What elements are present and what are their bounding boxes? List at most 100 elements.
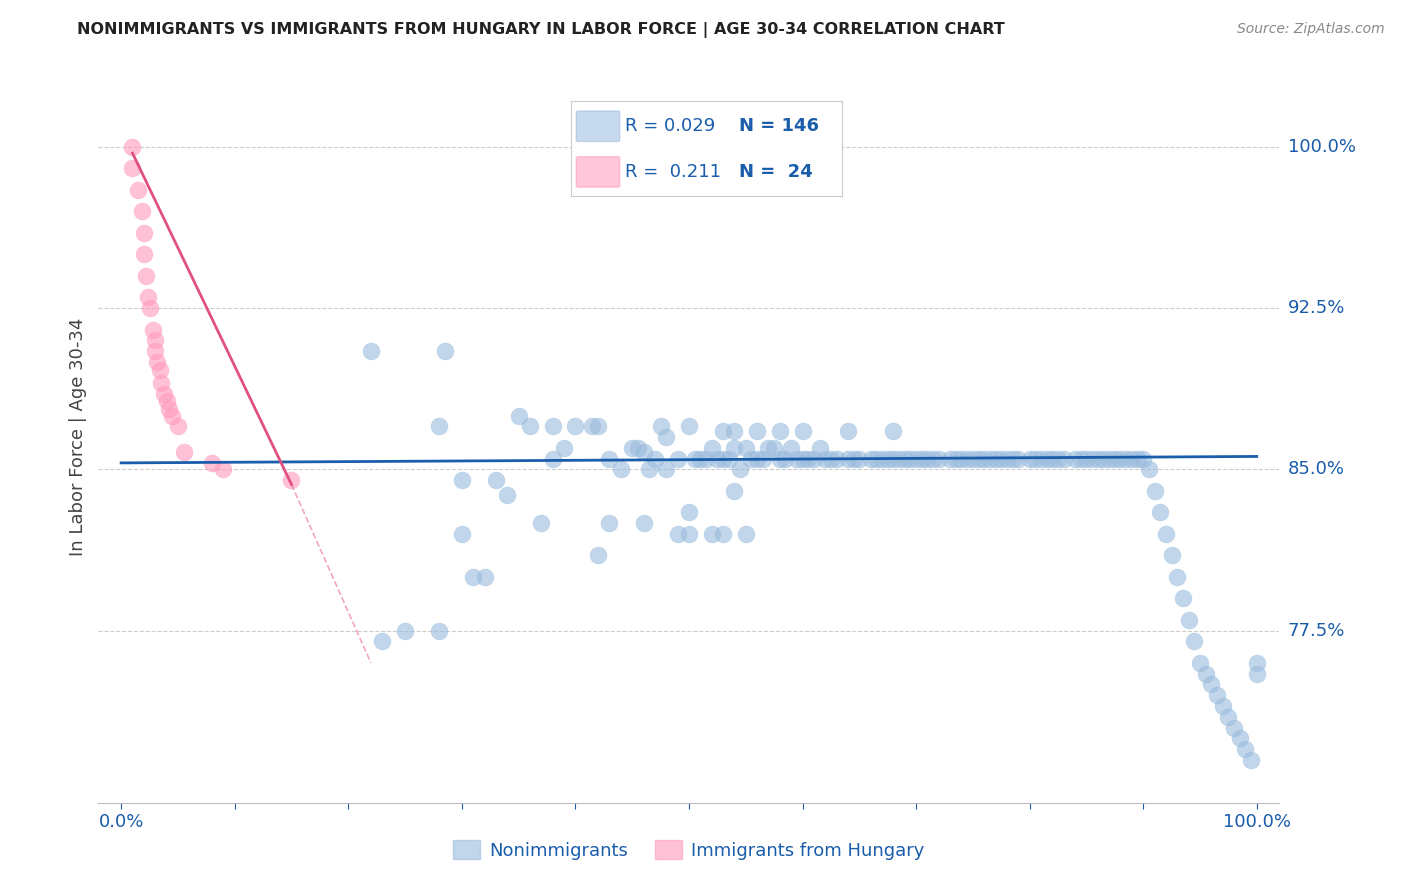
Point [1177, 613, 1199, 627]
Point [666, 527, 689, 541]
Point [728, 462, 751, 476]
Point [882, 424, 904, 438]
Point [142, 322, 165, 336]
Point [167, 419, 190, 434]
Point [945, 451, 967, 466]
Point [541, 451, 564, 466]
Point [1092, 451, 1115, 466]
Point [1115, 451, 1137, 466]
Point [803, 451, 825, 466]
Point [135, 268, 157, 283]
Point [1087, 451, 1109, 466]
Point [882, 451, 904, 466]
Point [917, 451, 939, 466]
Point [153, 387, 176, 401]
Point [745, 424, 768, 438]
Point [1001, 451, 1024, 466]
Point [433, 344, 456, 359]
Point [973, 451, 995, 466]
Point [496, 488, 519, 502]
Point [939, 451, 962, 466]
Point [1246, 656, 1268, 670]
Point [1104, 451, 1126, 466]
Text: 77.5%: 77.5% [1288, 622, 1346, 640]
Point [956, 451, 979, 466]
Point [922, 451, 945, 466]
Point [1149, 505, 1171, 519]
Point [678, 505, 700, 519]
Point [678, 419, 700, 434]
Point [1182, 634, 1205, 648]
Point [621, 441, 644, 455]
Point [842, 451, 865, 466]
Point [870, 451, 893, 466]
Point [887, 451, 910, 466]
Point [792, 451, 814, 466]
Point [814, 451, 837, 466]
Point [1171, 591, 1194, 606]
Legend: Nonimmigrants, Immigrants from Hungary: Nonimmigrants, Immigrants from Hungary [446, 833, 932, 867]
Text: 100.0%: 100.0% [1288, 137, 1355, 156]
Point [121, 161, 143, 176]
Point [1195, 666, 1218, 681]
Point [127, 183, 149, 197]
Point [711, 424, 734, 438]
Point [173, 445, 195, 459]
Point [711, 451, 734, 466]
Point [745, 451, 768, 466]
Point [865, 451, 887, 466]
Point [1166, 570, 1188, 584]
Point [1098, 451, 1121, 466]
Point [541, 419, 564, 434]
Point [734, 527, 756, 541]
Point [146, 355, 169, 369]
Point [1035, 451, 1057, 466]
Point [644, 451, 666, 466]
Point [485, 473, 508, 487]
Point [780, 441, 803, 455]
Point [1126, 451, 1149, 466]
Point [633, 445, 655, 459]
Point [1246, 666, 1268, 681]
Point [751, 451, 773, 466]
Point [995, 451, 1018, 466]
Point [1109, 451, 1132, 466]
Point [121, 139, 143, 153]
Point [132, 226, 155, 240]
Point [900, 451, 922, 466]
Point [138, 301, 160, 315]
Point [155, 393, 177, 408]
Point [967, 451, 990, 466]
Point [427, 624, 450, 638]
Point [1229, 731, 1251, 746]
Point [586, 419, 609, 434]
Point [280, 473, 302, 487]
Point [837, 424, 859, 438]
Point [1076, 451, 1098, 466]
Point [700, 441, 723, 455]
Point [786, 451, 808, 466]
Point [530, 516, 553, 530]
Point [1143, 483, 1166, 498]
Point [598, 516, 620, 530]
Point [808, 441, 831, 455]
Point [825, 451, 848, 466]
Y-axis label: In Labor Force | Age 30-34: In Labor Force | Age 30-34 [69, 318, 87, 557]
Point [360, 344, 382, 359]
Point [905, 451, 928, 466]
Point [711, 527, 734, 541]
Point [950, 451, 973, 466]
Point [769, 451, 792, 466]
Point [564, 419, 586, 434]
Point [893, 451, 915, 466]
Point [427, 419, 450, 434]
Point [633, 516, 655, 530]
Point [581, 419, 603, 434]
Point [201, 456, 224, 470]
Point [1018, 451, 1040, 466]
Point [837, 451, 859, 466]
Point [450, 473, 472, 487]
Point [723, 483, 745, 498]
Point [655, 430, 678, 444]
Point [1223, 721, 1246, 735]
